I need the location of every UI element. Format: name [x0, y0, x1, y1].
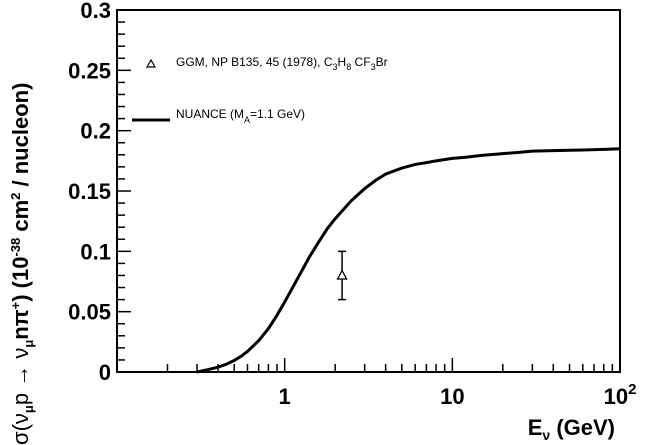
x-tick-label: 102 [604, 381, 637, 409]
y-tick-label: 0.25 [68, 58, 111, 83]
y-tick-label: 0 [99, 360, 111, 385]
x-tick-label: 10 [440, 384, 464, 409]
x-axis: 1 10 102 [116, 358, 637, 409]
y-tick-label: 0.1 [80, 239, 111, 264]
legend-nuance-label: NUANCE (MA=1.1 GeV) [176, 107, 305, 125]
y-tick-label: 0.05 [68, 300, 111, 325]
x-axis-title: Eν (GeV) [528, 415, 615, 443]
y-axis-title: σ(νμp → νμnπ+) (10-38 cm2 / nucleon) [8, 83, 36, 445]
ggm-data-points [336, 250, 348, 301]
y-tick-label: 0.15 [68, 179, 111, 204]
y-axis: 0 0.05 0.1 0.15 0.2 0.25 0.3 [68, 0, 131, 385]
x-tick-label: 1 [279, 384, 291, 409]
legend-ggm-label: GGM, NP B135, 45 (1978), C3H8 CF3Br [176, 55, 388, 72]
y-tick-label: 0.3 [80, 0, 111, 23]
legend-triangle-marker [145, 58, 157, 68]
nuance-curve [196, 147, 621, 374]
data-point-triangle [336, 269, 348, 280]
y-tick-label: 0.2 [80, 119, 111, 144]
legend: GGM, NP B135, 45 (1978), C3H8 CF3Br NUAN… [132, 55, 388, 125]
